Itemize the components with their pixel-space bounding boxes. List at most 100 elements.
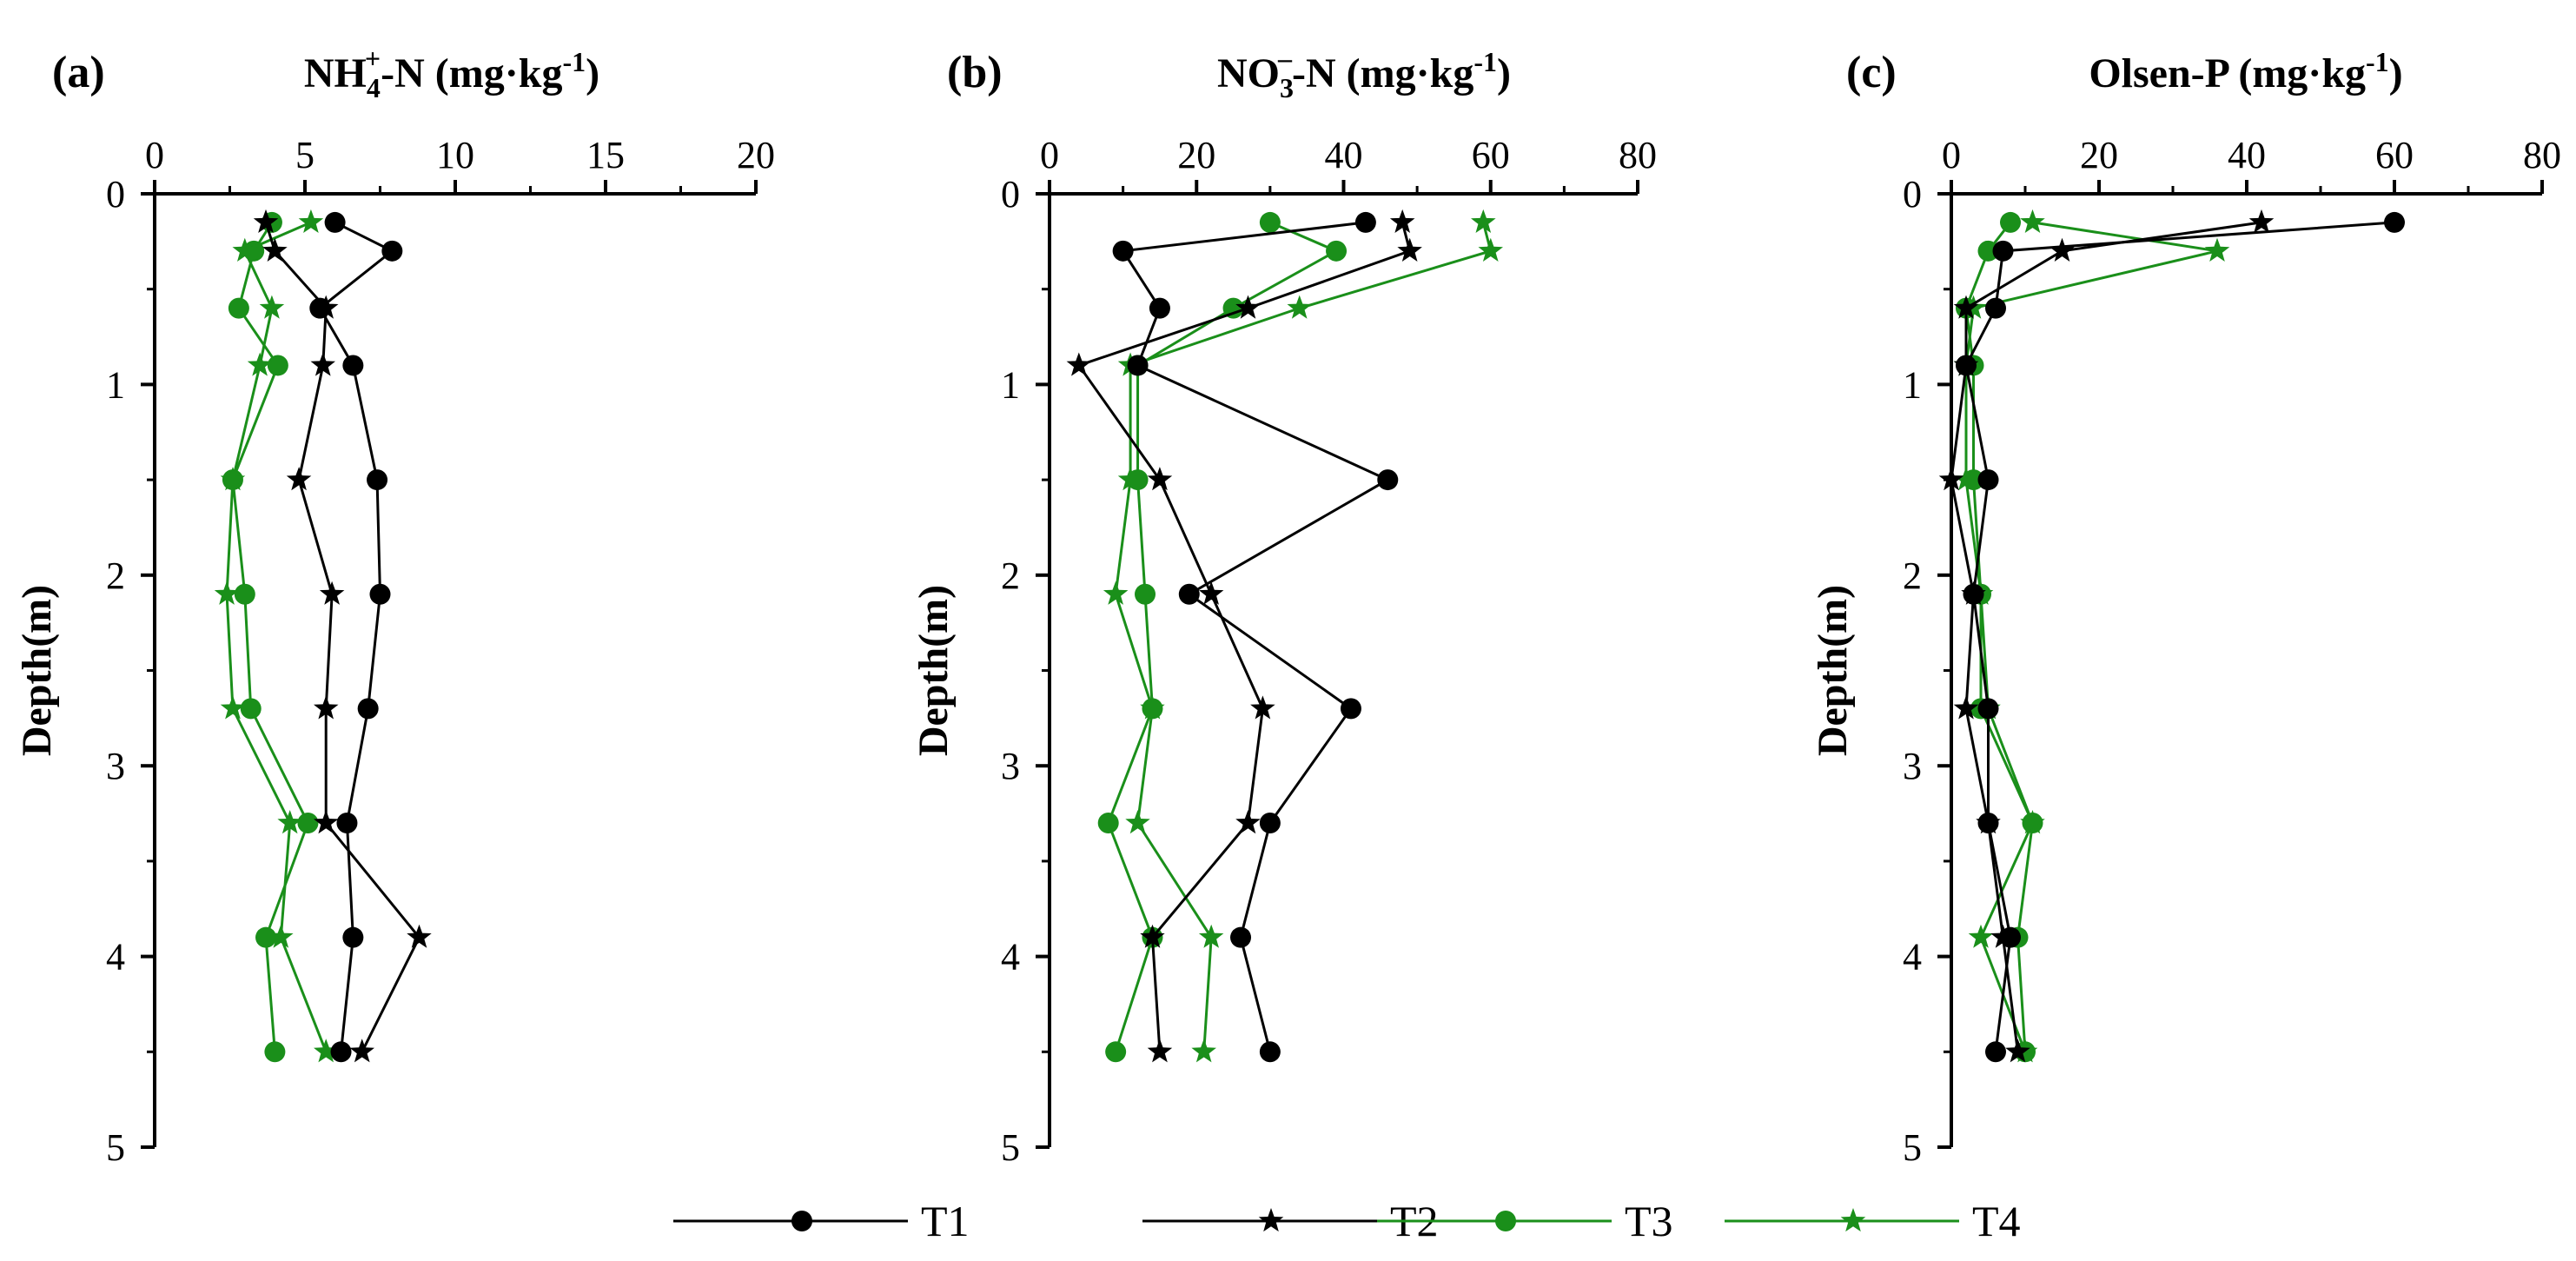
data-point [1354,211,1376,233]
y-tick-label: 2 [1001,554,1020,597]
y-tick-label: 4 [1001,936,1020,979]
data-point [234,583,255,605]
data-point [2384,211,2405,233]
y-tick-label: 1 [106,363,125,406]
panel-label: (b) [947,48,1003,97]
series-t3 [222,211,319,1063]
y-tick-label: 3 [106,745,125,787]
panel-a: (a) NH4+-N (mg·kg-1) 0 5 10 15 20 0 1 2 3 4 5 Depth(m… [14,43,775,1169]
data-point [1259,813,1281,834]
data-point [2005,1039,2030,1063]
data-point [1397,237,1422,262]
x-tick-label: 20 [1177,134,1215,176]
panel-title: Olsen-P (mg·kg-1) [2089,46,2402,96]
data-point [1287,295,1312,319]
data-point [1235,810,1261,834]
data-point [1230,926,1252,948]
legend-item-t3: T3 [1377,1197,1673,1245]
data-point [232,237,258,262]
data-point [255,926,277,948]
data-point [319,581,345,605]
data-point [314,695,339,720]
data-point [369,583,391,605]
data-point [1198,581,1224,605]
data-point [1340,698,1361,720]
series-t1 [1956,211,2405,1063]
y-tick-label: 4 [1903,936,1922,979]
data-point [357,698,379,720]
data-point [349,1039,374,1063]
data-point [407,924,432,948]
y-tick-label: 2 [106,554,125,597]
data-point [240,698,262,720]
data-point [324,211,346,233]
series-t2 [1066,209,1422,1063]
legend-item-t1: T1 [673,1197,970,1245]
data-point [277,810,302,834]
legend-marker [1495,1211,1516,1231]
data-point [262,237,288,262]
data-point [1103,581,1129,605]
data-point [1977,698,1999,720]
data-point [330,1041,352,1063]
y-tick-label: 3 [1001,745,1020,787]
data-point [1985,1041,2006,1063]
panel-label: (a) [52,48,105,97]
series-line [1121,221,1391,1052]
data-point [2020,209,2045,233]
series-line [1107,221,1340,1052]
data-point [1977,469,1999,491]
legend-label: T1 [921,1197,970,1245]
y-axis-title: Depth(m) [1810,585,1856,756]
data-point [2050,237,2075,262]
y-tick-label: 0 [1903,173,1922,216]
panel-label: (c) [1846,48,1897,97]
data-point [1992,240,2014,262]
data-point [1377,469,1399,491]
x-tick-label: 20 [2080,134,2118,176]
data-point [259,295,285,319]
x-tick-label: 10 [436,134,474,176]
data-point [247,352,273,376]
panel-title: NH4+-N (mg·kg-1) [304,43,599,103]
panel-b: (b) NO3–-N (mg·kg-1) 0 20 40 60 80 0 1 2 3 4 5 Depth(… [911,43,1657,1169]
x-tick-label: 20 [737,134,775,176]
data-point [1198,924,1224,948]
data-point [342,355,364,376]
legend: T1 T2 T3 T4 [673,1197,2021,1245]
data-point [1097,813,1119,834]
series-t4 [214,209,339,1063]
data-point [314,1039,339,1063]
data-point [1147,1039,1173,1063]
data-point [1135,583,1156,605]
series-line [1964,221,2395,1052]
series-t2 [253,209,432,1063]
data-point [1140,695,1165,720]
data-point [336,813,358,834]
series-t1 [1112,211,1399,1063]
data-point [367,469,388,491]
x-tick-label: 0 [1040,134,1059,176]
data-point [1478,237,1503,262]
data-point [228,297,249,319]
y-tick-label: 5 [1001,1126,1020,1169]
data-point [1127,355,1149,376]
data-point [267,355,288,376]
legend-label: T3 [1625,1197,1673,1245]
y-tick-label: 1 [1903,363,1922,406]
y-tick-label: 5 [1903,1126,1922,1169]
series-t3 [1097,211,1348,1063]
x-tick-label: 0 [145,134,164,176]
series-line [225,221,328,1052]
data-point [1985,297,2006,319]
data-point [1953,467,1979,491]
y-tick-label: 3 [1903,745,1922,787]
data-point [297,813,319,834]
data-point [1222,297,1244,319]
data-point [1140,924,1165,948]
x-tick-label: 60 [2375,134,2414,176]
x-tick-label: 80 [2523,134,2561,176]
data-point [1191,1039,1216,1063]
x-tick-label: 40 [1325,134,1363,176]
